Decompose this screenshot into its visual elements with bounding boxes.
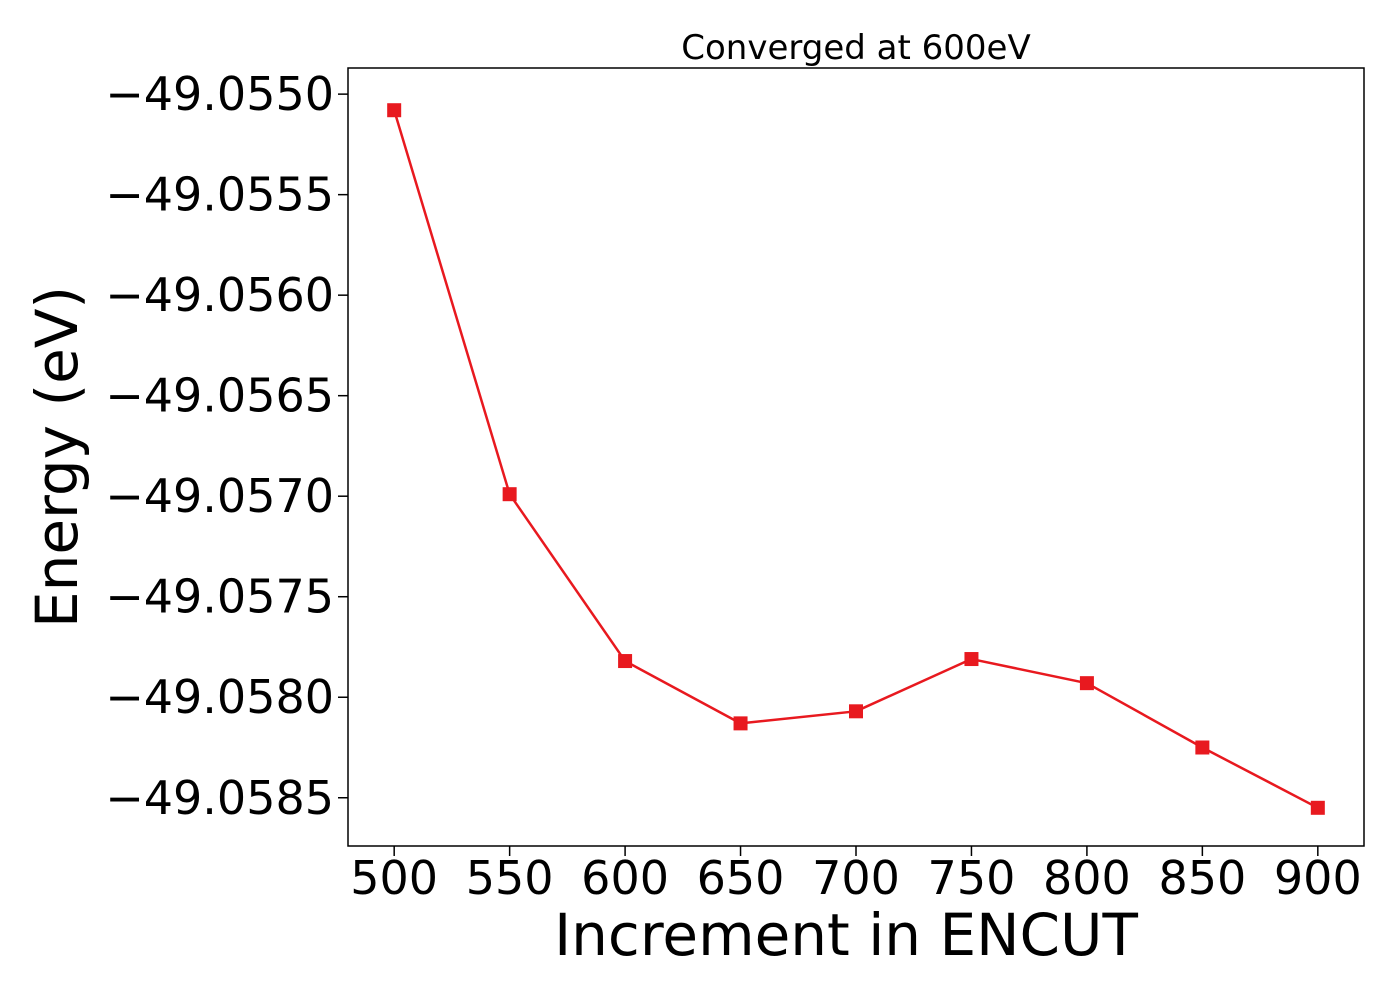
chart-title: Converged at 600eV <box>681 28 1030 68</box>
x-axis-label: Increment in ENCUT <box>554 901 1138 969</box>
y-axis-label: Energy (eV) <box>23 286 91 628</box>
data-point-marker <box>1195 740 1210 755</box>
x-axis-ticks: 500 550 600 650 700 750 800 850 900 <box>350 846 1362 905</box>
series-line <box>392 109 1319 809</box>
x-tick-label: 900 <box>1274 851 1362 905</box>
y-tick-label: −49.0565 <box>105 369 334 423</box>
y-tick-label: −49.0550 <box>105 67 334 121</box>
y-tick-label: −49.0585 <box>105 771 334 825</box>
plot-area-frame <box>347 67 1365 847</box>
data-point-marker <box>502 487 517 502</box>
data-point-marker <box>618 654 633 669</box>
data-point-marker <box>733 716 748 731</box>
x-tick-label: 600 <box>581 851 669 905</box>
data-point-marker <box>1310 800 1325 815</box>
x-tick-label: 850 <box>1158 851 1246 905</box>
data-point-marker <box>1079 676 1094 691</box>
data-point-marker <box>849 704 863 719</box>
x-tick-label: 550 <box>466 851 554 905</box>
y-tick-label: −49.0580 <box>105 670 334 724</box>
series-layer <box>387 103 1325 815</box>
x-tick-label: 500 <box>350 851 438 905</box>
x-tick-label: 750 <box>928 851 1016 905</box>
x-tick-label: 800 <box>1043 851 1131 905</box>
data-point-marker <box>387 103 402 118</box>
y-tick-label: −49.0560 <box>105 268 334 322</box>
y-tick-label: −49.0570 <box>105 469 334 523</box>
y-tick-label: −49.0555 <box>105 168 334 222</box>
data-point-marker <box>964 652 979 667</box>
x-tick-label: 700 <box>812 851 900 905</box>
x-tick-label: 650 <box>697 851 785 905</box>
y-tick-label: −49.0575 <box>105 570 334 624</box>
y-axis-ticks: −49.0550 −49.0555 −49.0560 −49.0565 −49.0570… <box>105 67 348 825</box>
